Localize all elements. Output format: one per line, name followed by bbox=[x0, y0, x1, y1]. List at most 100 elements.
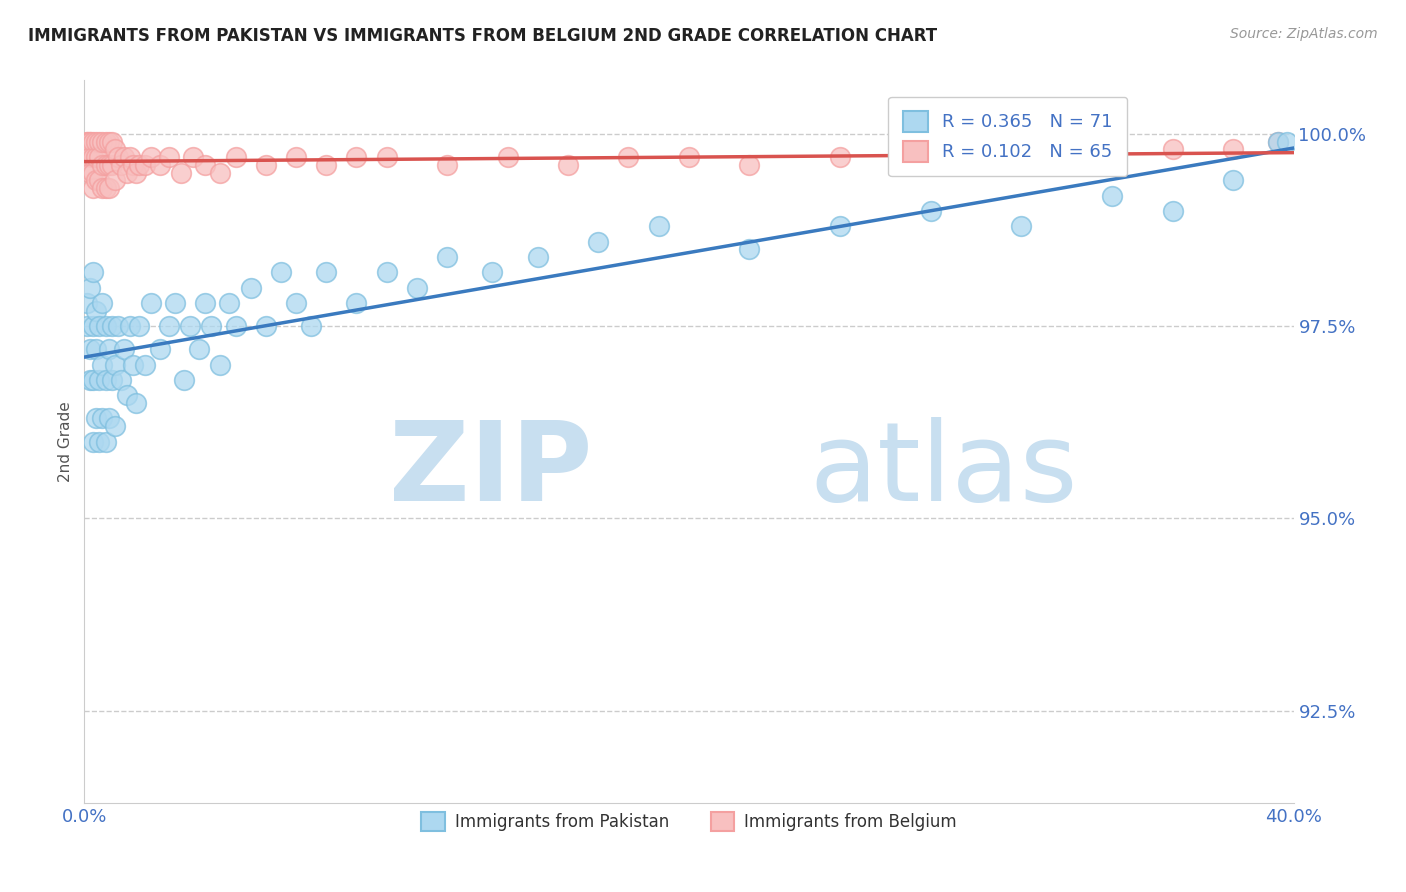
Point bbox=[134, 158, 156, 172]
Point bbox=[94, 434, 117, 449]
Text: Source: ZipAtlas.com: Source: ZipAtlas.com bbox=[1230, 27, 1378, 41]
Point bbox=[1267, 135, 1289, 149]
Point bbox=[118, 150, 141, 164]
Point bbox=[89, 135, 111, 149]
Point bbox=[270, 265, 292, 279]
Point bbox=[82, 319, 104, 334]
Point bbox=[375, 265, 398, 279]
Point bbox=[76, 150, 98, 164]
Point bbox=[79, 343, 101, 357]
Point bbox=[110, 158, 132, 172]
Point bbox=[89, 434, 111, 449]
Point bbox=[115, 388, 138, 402]
Text: ZIP: ZIP bbox=[389, 417, 592, 524]
Point bbox=[82, 434, 104, 449]
Point bbox=[165, 296, 187, 310]
Point bbox=[1101, 150, 1123, 164]
Point bbox=[225, 150, 247, 164]
Point bbox=[91, 296, 114, 310]
Point bbox=[97, 181, 120, 195]
Point bbox=[112, 343, 135, 357]
Point bbox=[125, 396, 148, 410]
Point bbox=[104, 143, 127, 157]
Point bbox=[121, 358, 143, 372]
Point bbox=[209, 358, 232, 372]
Point bbox=[125, 165, 148, 179]
Point bbox=[82, 135, 104, 149]
Point bbox=[436, 158, 458, 172]
Point bbox=[82, 150, 104, 164]
Point bbox=[79, 150, 101, 164]
Point bbox=[738, 243, 761, 257]
Point bbox=[436, 250, 458, 264]
Point bbox=[94, 319, 117, 334]
Point bbox=[1277, 135, 1299, 149]
Point bbox=[97, 135, 120, 149]
Point bbox=[1267, 135, 1289, 149]
Point bbox=[128, 319, 150, 334]
Point bbox=[79, 165, 101, 179]
Point bbox=[79, 135, 101, 149]
Point bbox=[100, 319, 122, 334]
Point bbox=[218, 296, 240, 310]
Point bbox=[100, 373, 122, 387]
Point bbox=[830, 219, 852, 234]
Point bbox=[170, 165, 193, 179]
Point bbox=[496, 150, 519, 164]
Point bbox=[1222, 143, 1244, 157]
Point bbox=[139, 296, 162, 310]
Point bbox=[315, 265, 337, 279]
Point bbox=[86, 411, 108, 425]
Point bbox=[91, 135, 114, 149]
Point bbox=[91, 158, 114, 172]
Point bbox=[920, 203, 942, 218]
Point bbox=[97, 158, 120, 172]
Point bbox=[738, 158, 761, 172]
Point bbox=[617, 150, 640, 164]
Point bbox=[89, 373, 111, 387]
Point bbox=[76, 135, 98, 149]
Point bbox=[89, 150, 111, 164]
Point bbox=[157, 319, 180, 334]
Point bbox=[97, 411, 120, 425]
Point bbox=[239, 281, 262, 295]
Text: atlas: atlas bbox=[810, 417, 1078, 524]
Point bbox=[920, 150, 942, 164]
Point bbox=[86, 173, 108, 187]
Point bbox=[375, 150, 398, 164]
Point bbox=[139, 150, 162, 164]
Point bbox=[112, 150, 135, 164]
Point bbox=[194, 296, 217, 310]
Point bbox=[285, 296, 308, 310]
Point bbox=[104, 419, 127, 434]
Point bbox=[648, 219, 671, 234]
Point bbox=[82, 165, 104, 179]
Point bbox=[588, 235, 610, 249]
Point bbox=[149, 158, 172, 172]
Point bbox=[91, 358, 114, 372]
Point bbox=[115, 165, 138, 179]
Point bbox=[346, 150, 368, 164]
Point bbox=[157, 150, 180, 164]
Point bbox=[173, 373, 195, 387]
Point bbox=[346, 296, 368, 310]
Point bbox=[121, 158, 143, 172]
Point bbox=[200, 319, 222, 334]
Point bbox=[79, 281, 101, 295]
Point bbox=[94, 181, 117, 195]
Point bbox=[1161, 143, 1184, 157]
Point bbox=[94, 373, 117, 387]
Point bbox=[118, 319, 141, 334]
Point bbox=[100, 135, 122, 149]
Point bbox=[1161, 203, 1184, 218]
Point bbox=[89, 319, 111, 334]
Point bbox=[91, 181, 114, 195]
Point bbox=[104, 173, 127, 187]
Point bbox=[188, 343, 211, 357]
Point bbox=[94, 135, 117, 149]
Point bbox=[134, 358, 156, 372]
Point bbox=[481, 265, 503, 279]
Point bbox=[194, 158, 217, 172]
Point bbox=[1011, 219, 1033, 234]
Point bbox=[1222, 173, 1244, 187]
